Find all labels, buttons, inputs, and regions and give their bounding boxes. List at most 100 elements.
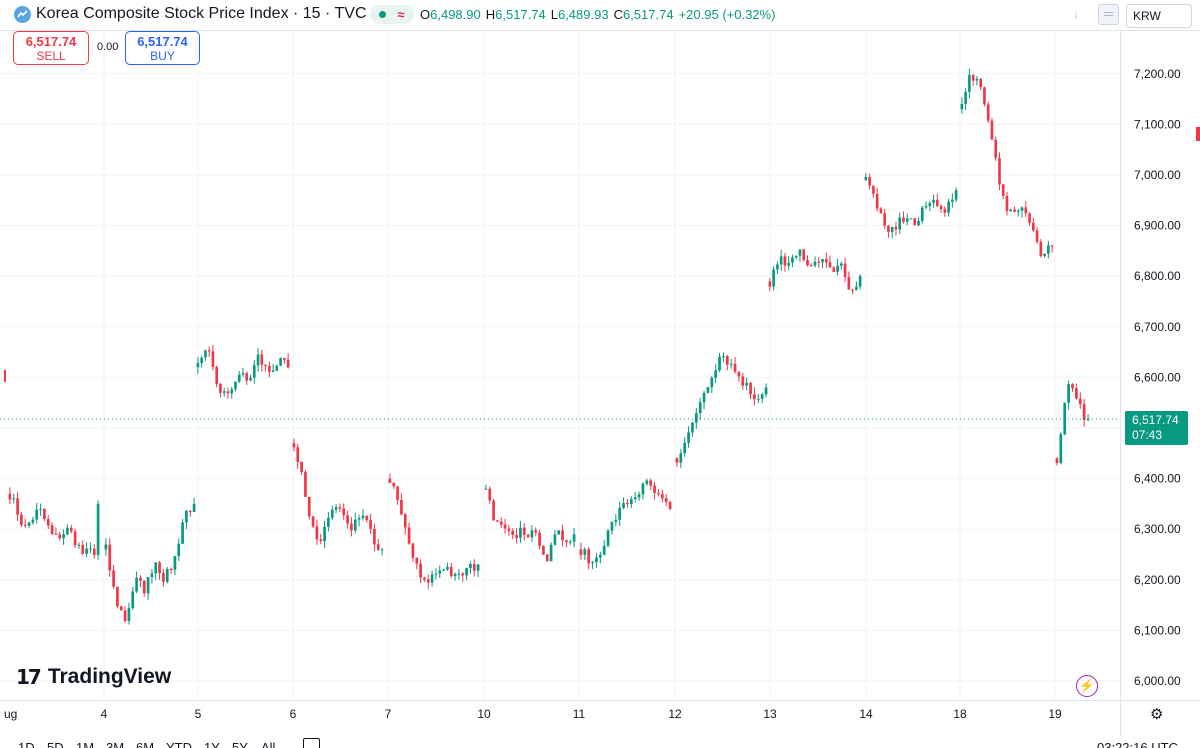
candle-body <box>718 356 721 371</box>
candle-body <box>66 527 69 535</box>
candle-body <box>821 259 824 263</box>
candle-body <box>683 442 687 454</box>
candle-body <box>587 549 591 564</box>
candle-body <box>549 544 553 562</box>
candle-body <box>196 363 200 368</box>
candle-body <box>472 563 476 571</box>
candle-body <box>779 256 783 265</box>
low-key: L <box>550 7 558 22</box>
range-5y[interactable]: 5Y <box>232 740 248 748</box>
candle-body <box>879 208 883 214</box>
candle-body <box>446 566 449 570</box>
candle-body <box>610 521 614 531</box>
sell-button[interactable]: 6,517.74 SELL <box>13 31 89 65</box>
candle-body <box>319 539 323 542</box>
change-value: +20.95 (+0.32%) <box>678 7 776 22</box>
candle-body <box>660 494 664 499</box>
candle-body <box>380 549 384 551</box>
candle-body <box>971 74 975 81</box>
range-1y[interactable]: 1Y <box>204 740 220 748</box>
candle-body <box>241 373 245 375</box>
range-1d[interactable]: 1D <box>18 740 35 748</box>
candle-body <box>419 563 422 578</box>
candle-body <box>438 570 442 574</box>
candle-body <box>629 499 633 505</box>
bottom-toolbar: 1D 5D 1M 3M 6M YTD 1Y 5Y All 03:22:16 UT… <box>0 736 1200 748</box>
range-1m[interactable]: 1M <box>76 740 95 748</box>
y-tick-label: 7,100.00 <box>1134 117 1181 131</box>
buy-button[interactable]: 6,517.74 BUY <box>125 31 200 65</box>
range-5d[interactable]: 5D <box>47 740 64 748</box>
range-ytd[interactable]: YTD <box>166 740 192 748</box>
edge-marker <box>1196 127 1200 141</box>
open-value: 6,498.90 <box>430 7 481 22</box>
candle-body <box>16 498 19 515</box>
close-value: 6,517.74 <box>622 7 674 22</box>
utc-clock[interactable]: 03:22:16 UTC <box>1097 740 1178 748</box>
candle-body <box>924 205 928 208</box>
market-status-pill[interactable]: ≈ <box>370 5 414 24</box>
candle-body <box>1009 209 1013 212</box>
candle-body <box>423 577 426 580</box>
candle-body <box>350 523 353 531</box>
candle-body <box>188 510 192 512</box>
candle-body <box>307 496 311 517</box>
currency-select[interactable]: KRW <box>1126 4 1192 28</box>
candle-body <box>300 461 303 473</box>
candle-body <box>960 103 964 110</box>
candle-body <box>538 532 541 547</box>
candle-body <box>8 493 12 500</box>
range-6m[interactable]: 6M <box>136 740 155 748</box>
candle-body <box>92 548 96 555</box>
candle-body <box>909 218 913 220</box>
range-3m[interactable]: 3M <box>106 740 125 748</box>
candle-body <box>954 190 958 200</box>
candle-body <box>745 382 749 386</box>
candle-body <box>602 545 606 555</box>
y-tick-label: 6,800.00 <box>1134 269 1181 283</box>
candle-body <box>204 350 207 358</box>
candle-body <box>411 543 415 558</box>
candle-body <box>275 365 279 371</box>
candle-body <box>31 519 35 523</box>
candle-body <box>173 556 177 570</box>
candle-body <box>215 366 218 384</box>
candle-body <box>123 610 127 622</box>
index-logo-icon <box>14 6 31 23</box>
candle-body <box>430 574 434 583</box>
settings-gear-icon[interactable]: ⚙ <box>1150 706 1164 723</box>
candle-body <box>162 573 165 582</box>
candle-body <box>286 359 290 368</box>
calendar-icon[interactable] <box>303 738 320 748</box>
candle-body <box>649 480 653 486</box>
candle-body <box>832 267 836 272</box>
candle-body <box>369 520 372 529</box>
candle-body <box>376 544 380 550</box>
download-icon[interactable]: ↓ <box>1073 7 1079 21</box>
bolt-icon[interactable]: ⚡ <box>1076 675 1098 697</box>
candle-body <box>311 516 315 527</box>
open-key: O <box>420 7 431 22</box>
candle-body <box>388 478 392 484</box>
candle-body <box>234 381 237 390</box>
candle-body <box>1020 207 1024 211</box>
edge-marker-left <box>4 370 6 382</box>
candle-body <box>226 391 230 394</box>
candle-body <box>875 193 879 209</box>
candle-body <box>469 563 472 569</box>
candle-body <box>392 483 396 487</box>
candle-body <box>824 259 828 263</box>
candle-body <box>407 527 411 544</box>
x-tick-label: ug <box>4 707 17 721</box>
candle-body <box>131 591 135 609</box>
screenshot-icon[interactable] <box>1098 4 1119 25</box>
candle-body <box>898 217 902 230</box>
sell-label: SELL <box>36 49 66 63</box>
candle-body <box>698 402 702 414</box>
candle-body <box>465 568 468 576</box>
symbol-title[interactable]: Korea Composite Stock Price Index · 15 ·… <box>36 5 367 22</box>
candle-body <box>813 261 817 266</box>
candle-body <box>522 527 526 535</box>
range-all[interactable]: All <box>261 740 276 748</box>
